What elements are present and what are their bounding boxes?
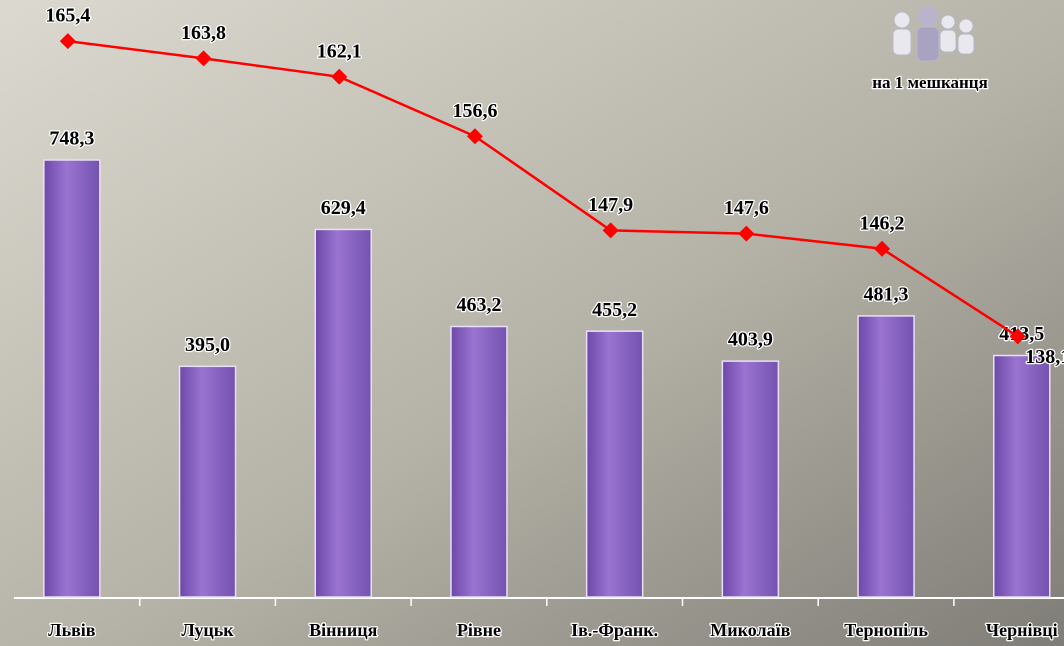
bar bbox=[857, 315, 915, 598]
x-tick-label: Рівне bbox=[457, 620, 501, 640]
bar bbox=[585, 330, 644, 598]
x-tick-label: Луцьк bbox=[181, 620, 234, 640]
data-label: 138,1 bbox=[1025, 346, 1064, 368]
x-tick-label: Чернівці bbox=[986, 620, 1058, 640]
bar bbox=[178, 365, 237, 598]
marker bbox=[466, 128, 483, 145]
people-icon bbox=[892, 5, 975, 62]
data-label: 147,6 bbox=[724, 197, 769, 219]
bar bbox=[43, 159, 101, 598]
data-label: 165,4 bbox=[45, 5, 90, 27]
marker bbox=[874, 240, 891, 257]
data-label: 629,4 bbox=[321, 197, 366, 219]
x-tick-label: Миколаїв bbox=[710, 620, 790, 640]
x-tick-label: Львів bbox=[48, 620, 96, 640]
data-label: 403,9 bbox=[728, 329, 773, 351]
marker bbox=[602, 222, 619, 239]
marker bbox=[331, 68, 348, 85]
data-label: 463,2 bbox=[456, 294, 501, 316]
data-label: 748,3 bbox=[49, 128, 94, 150]
annotation: на 1 мешканця bbox=[872, 73, 988, 92]
x-tick-label: Тернопіль bbox=[844, 620, 928, 640]
marker bbox=[59, 33, 76, 50]
x-tick-label: Вінниця bbox=[309, 620, 377, 640]
data-label: 455,2 bbox=[592, 299, 637, 321]
x-tick-label: Ів.-Франк. bbox=[571, 620, 658, 640]
data-label: 146,2 bbox=[860, 212, 905, 234]
marker bbox=[195, 50, 212, 67]
bar bbox=[314, 228, 372, 598]
data-label: 163,8 bbox=[181, 22, 226, 44]
data-label: 147,9 bbox=[588, 194, 633, 216]
data-label: 481,3 bbox=[864, 284, 909, 306]
bar bbox=[993, 354, 1051, 598]
marker bbox=[1009, 328, 1026, 345]
data-label: 162,1 bbox=[317, 40, 362, 62]
data-label: 395,0 bbox=[185, 334, 230, 356]
bar bbox=[721, 360, 780, 598]
line bbox=[67, 39, 1019, 338]
marker bbox=[738, 225, 755, 242]
bar bbox=[450, 325, 508, 598]
data-label: 156,6 bbox=[452, 100, 497, 122]
